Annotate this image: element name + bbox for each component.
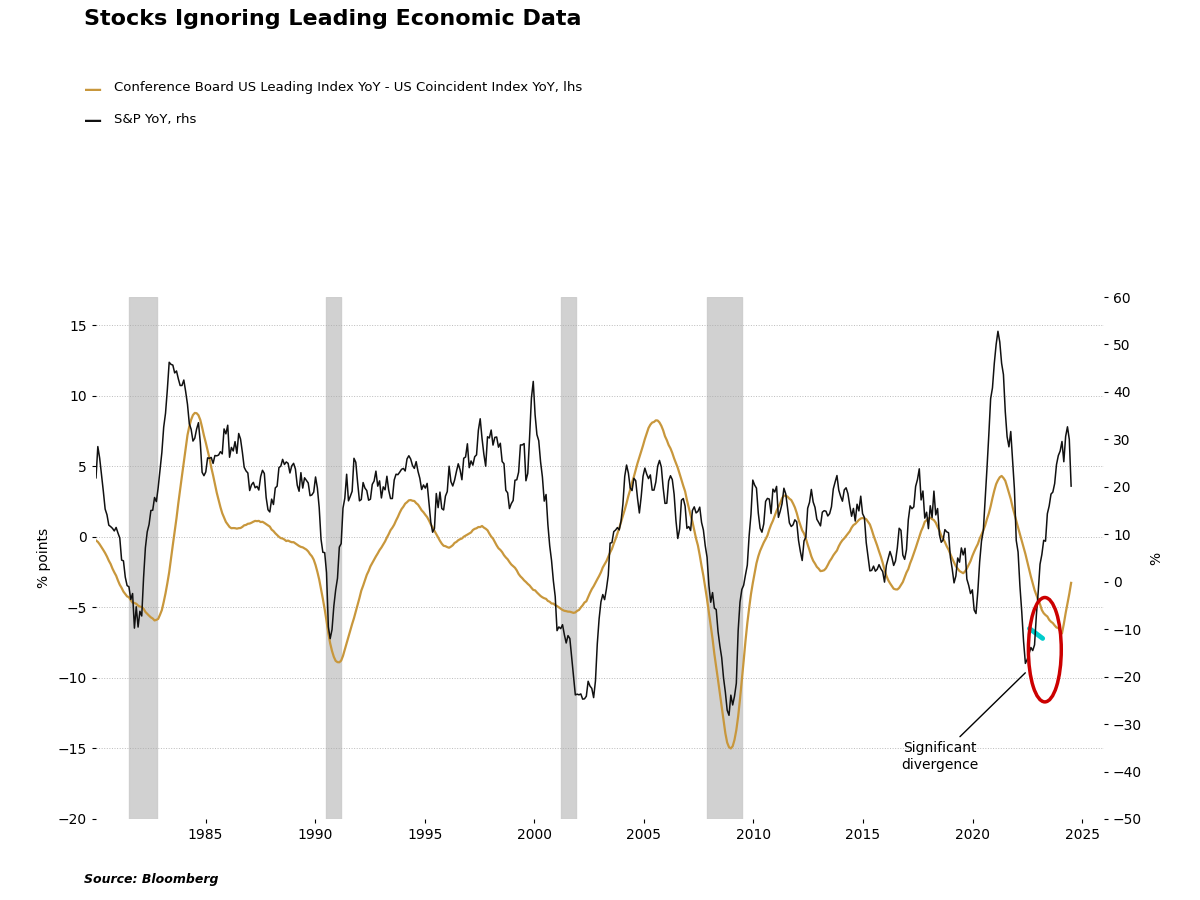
Text: Source: Bloomberg: Source: Bloomberg xyxy=(84,874,218,886)
Text: Stocks Ignoring Leading Economic Data: Stocks Ignoring Leading Economic Data xyxy=(84,9,582,29)
Bar xyxy=(128,297,157,819)
Text: —: — xyxy=(84,112,102,130)
Text: —: — xyxy=(84,81,102,99)
Bar xyxy=(707,297,743,819)
Text: Significant
divergence: Significant divergence xyxy=(901,673,1025,771)
Y-axis label: %: % xyxy=(1150,552,1163,564)
Y-axis label: % points: % points xyxy=(37,528,50,588)
Bar xyxy=(560,297,576,819)
Bar xyxy=(326,297,342,819)
Text: S&P YoY, rhs: S&P YoY, rhs xyxy=(114,112,197,125)
Text: Conference Board US Leading Index YoY - US Coincident Index YoY, lhs: Conference Board US Leading Index YoY - … xyxy=(114,81,582,94)
